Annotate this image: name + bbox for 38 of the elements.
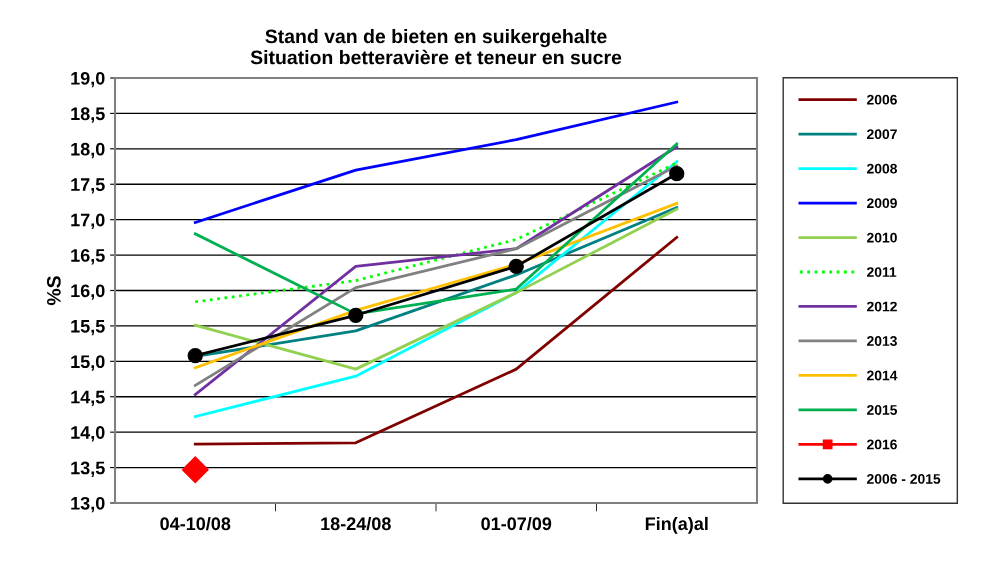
legend-label: 2010 xyxy=(867,232,897,243)
y-tick-label: 18,0 xyxy=(71,142,105,159)
legend-label: 2014 xyxy=(867,370,898,381)
line-series xyxy=(193,235,679,446)
point xyxy=(669,165,685,182)
y-tick-label: 14,5 xyxy=(71,390,105,407)
y-axis-title: %S xyxy=(46,276,61,306)
y-tick-label: 19,0 xyxy=(71,71,105,88)
x-tick-label: 01-07/09 xyxy=(481,516,552,531)
point xyxy=(508,258,524,275)
point xyxy=(348,307,364,323)
y-tick-label: 13,5 xyxy=(71,461,105,477)
legend-label: 2012 xyxy=(867,301,897,312)
y-tick-label: 16,5 xyxy=(71,249,105,265)
line-series xyxy=(193,100,679,224)
x-tick-label: 18-24/08 xyxy=(321,516,391,531)
point xyxy=(181,456,209,484)
legend-label: 2006 xyxy=(867,94,897,105)
legend-label: 2015 xyxy=(867,405,898,415)
y-tick-label: 18,5 xyxy=(71,107,105,123)
legend-label: 2007 xyxy=(867,129,897,140)
y-tick-label: 15,0 xyxy=(71,355,105,371)
legend-label: 2016 xyxy=(867,439,897,450)
y-tick-label: 13,0 xyxy=(71,496,105,513)
y-tick-label: 16,0 xyxy=(71,284,105,300)
y-tick-label: 17,5 xyxy=(71,178,105,194)
y-tick-label: 15,5 xyxy=(71,320,105,336)
point xyxy=(187,348,203,364)
y-tick-label: 17,0 xyxy=(71,213,105,229)
legend-label: 2009 xyxy=(867,198,897,209)
legend-label: 2006 - 2015 xyxy=(867,474,941,484)
legend-label: 2013 xyxy=(867,336,897,346)
chart-title: Stand van de bieten en suikergehalte Situation betteravière et teneur en sucre xyxy=(250,28,622,65)
legend-label: 2008 xyxy=(867,163,898,174)
y-tick-label: 14,0 xyxy=(71,426,105,442)
legend-label: 2011 xyxy=(867,267,897,277)
x-tick-label: 04-10/08 xyxy=(160,516,231,531)
x-tick-label: Fin(a)al xyxy=(645,516,708,534)
